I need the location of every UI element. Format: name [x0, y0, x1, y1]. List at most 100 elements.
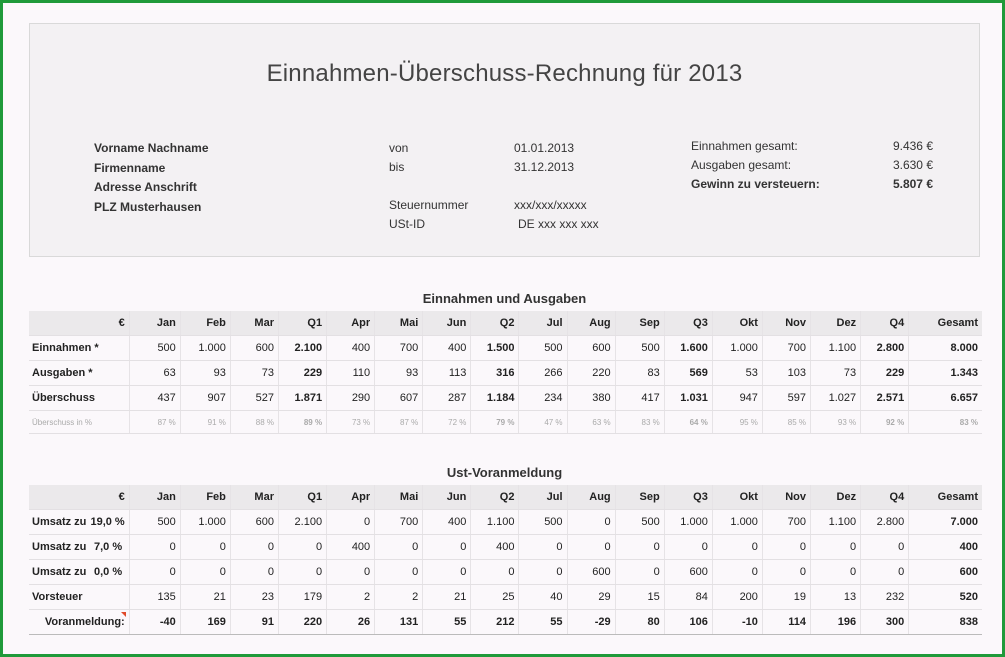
- column-header: Gesamt: [908, 311, 982, 336]
- table-cell: 1.871: [278, 385, 328, 411]
- table-cell: 1.600: [664, 335, 713, 361]
- table-row: Umsatz zu 0,0 % 0 0 0 0 0 0 0 0 0 600 0 600 0 0 0 0 600: [29, 559, 982, 585]
- table-cell: 113: [422, 360, 472, 386]
- table-cell: 83 %: [908, 410, 982, 434]
- column-header: Nov: [762, 311, 812, 336]
- table-cell: 63 %: [567, 410, 616, 434]
- totals-row: Einnahmen gesamt: 9.436 €: [691, 137, 933, 156]
- column-header: Aug: [567, 485, 616, 510]
- table-cell: -29: [567, 609, 616, 635]
- table-cell: 0: [422, 559, 472, 585]
- table-cell: 0: [762, 534, 812, 560]
- table-cell: 600: [908, 559, 982, 585]
- table-row: Umsatz zu 19,0 % 500 1.000 600 2.100 0 700 400 1.…: [29, 509, 982, 535]
- table-cell: 947: [712, 385, 763, 411]
- column-header: €: [29, 485, 130, 510]
- table-cell: 0: [664, 534, 713, 560]
- from-label: von: [389, 141, 409, 155]
- table-cell: 2: [374, 584, 424, 610]
- totals-row: Ausgaben gesamt: 3.630 €: [691, 156, 933, 175]
- row-label: Umsatz zu 7,0 %: [29, 534, 130, 560]
- table-cell: 1.031: [664, 385, 713, 411]
- table-cell: 0: [230, 559, 279, 585]
- table-cell: 400: [422, 335, 472, 361]
- table-cell: 316: [470, 360, 520, 386]
- table-cell: 0: [326, 559, 376, 585]
- table-cell: 2.800: [860, 335, 910, 361]
- ust-id-label: USt-ID: [389, 217, 425, 231]
- table-cell: 64 %: [664, 410, 713, 434]
- table-cell: 84: [664, 584, 713, 610]
- column-header: Jul: [518, 311, 568, 336]
- income-expense-title: Einnahmen und Ausgaben: [422, 291, 587, 306]
- table-cell: 1.100: [810, 335, 862, 361]
- table-row: Einnahmen * 500 1.000 600 2.100 400 700 400 1.50…: [29, 335, 982, 361]
- table-cell: 23: [230, 584, 279, 610]
- table-row: Überschuss 437 907 527 1.871 290 607 287 1.184 23…: [29, 385, 982, 411]
- row-label-text: Umsatz zu: [32, 541, 87, 553]
- table-cell: 0: [470, 559, 520, 585]
- table-cell: 0: [129, 559, 181, 585]
- table-cell: 73: [230, 360, 279, 386]
- to-value: 31.12.2013: [514, 160, 575, 174]
- table-cell: 597: [762, 385, 812, 411]
- table-cell: 103: [762, 360, 812, 386]
- table-cell: 93: [374, 360, 424, 386]
- column-header: Apr: [326, 485, 376, 510]
- table-cell: 0: [615, 534, 665, 560]
- table-cell: 1.343: [908, 360, 982, 386]
- table-cell: 1.000: [180, 335, 231, 361]
- address-block: Vorname Nachname Firmenname Adresse Ansc…: [94, 139, 209, 217]
- totals-value: 9.436 €: [892, 139, 933, 153]
- table-cell: -40: [129, 609, 181, 635]
- table-cell: 110: [326, 360, 376, 386]
- table-cell: 229: [860, 360, 910, 386]
- table-cell: 89 %: [278, 410, 328, 434]
- column-header: Mai: [374, 485, 424, 510]
- row-label: Überschuss: [29, 385, 130, 411]
- table-cell: 0: [374, 534, 424, 560]
- totals-value: 5.807 €: [892, 177, 933, 191]
- column-header: Q2: [470, 485, 520, 510]
- table-header-row: € Jan Feb Mar Q1 Apr Mai Jun Q2 Jul Aug Sep Q3 Okt Nov…: [29, 485, 982, 510]
- table-cell: 600: [567, 559, 616, 585]
- table-cell: 600: [567, 335, 616, 361]
- header-panel: Einnahmen-Überschuss-Rechnung für 2013 V…: [29, 23, 980, 257]
- table-row: Umsatz zu 7,0 % 0 0 0 0 400 0 0 400 0 0 0 0 0 0 0 0 400: [29, 534, 982, 560]
- row-label: Vorsteuer: [29, 584, 130, 610]
- table-cell: 500: [518, 335, 568, 361]
- column-header: Okt: [712, 311, 763, 336]
- table-cell: 600: [664, 559, 713, 585]
- row-label: Umsatz zu 0,0 %: [29, 559, 130, 585]
- table-cell: 0: [180, 534, 231, 560]
- table-cell: 2.100: [278, 335, 328, 361]
- table-cell: 0: [180, 559, 231, 585]
- table-row: Ausgaben * 63 93 73 229 110 93 113 316 266 220 83 56…: [29, 360, 982, 386]
- table-cell: 1.500: [470, 335, 520, 361]
- table-cell: 55: [422, 609, 472, 635]
- column-header: Mar: [230, 311, 279, 336]
- table-cell: 0: [567, 534, 616, 560]
- column-header: Apr: [326, 311, 376, 336]
- table-cell: 80: [615, 609, 665, 635]
- table-cell: 229: [278, 360, 328, 386]
- table-cell: 7.000: [908, 509, 982, 535]
- row-rate: 0,0 %: [94, 566, 123, 578]
- table-header-row: € Jan Feb Mar Q1 Apr Mai Jun Q2 Jul Aug Sep Q3 Okt Nov…: [29, 311, 982, 336]
- table-cell: 196: [810, 609, 862, 635]
- column-header: Jul: [518, 485, 568, 510]
- table-cell: 85 %: [762, 410, 812, 434]
- table-cell: 287: [422, 385, 472, 411]
- table-cell: 500: [615, 509, 665, 535]
- column-header: Feb: [180, 485, 231, 510]
- ust-id-value: DE xxx xxx xxx: [518, 217, 599, 231]
- table-cell: 417: [615, 385, 665, 411]
- column-header: Sep: [615, 311, 665, 336]
- table-cell: 527: [230, 385, 279, 411]
- table-cell: 0: [278, 559, 328, 585]
- table-cell: 2.800: [860, 509, 910, 535]
- from-value: 01.01.2013: [514, 141, 575, 155]
- table-cell: 607: [374, 385, 424, 411]
- period-block: von 01.01.2013 bis 31.12.2013 Steuernummer…: [389, 139, 599, 234]
- table-cell: 0: [567, 509, 616, 535]
